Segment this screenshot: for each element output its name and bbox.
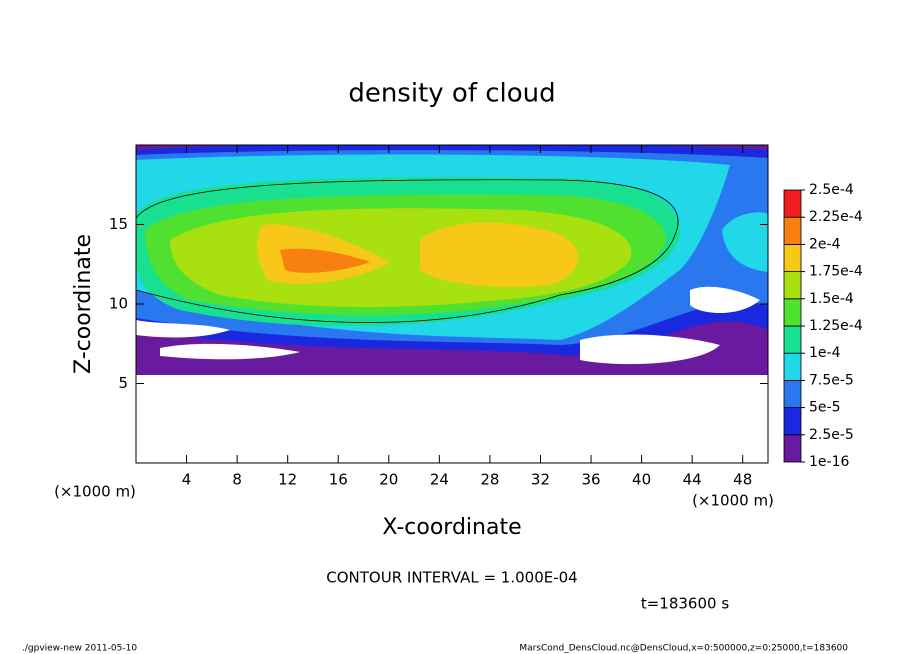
colorbar-box bbox=[783, 271, 802, 300]
x-tick-label: 36 bbox=[581, 471, 600, 489]
x-tick-label: 44 bbox=[683, 471, 702, 489]
colorbar-box bbox=[783, 434, 802, 463]
colorbar-label: 1.5e-4 bbox=[809, 291, 854, 307]
colorbar-box bbox=[783, 379, 802, 408]
x-tick-label: 28 bbox=[480, 471, 499, 489]
gap bbox=[690, 286, 760, 314]
time-label: t=183600 s bbox=[641, 595, 729, 613]
colorbar-label: 1.25e-4 bbox=[809, 318, 863, 334]
colorbar-label: 2e-4 bbox=[809, 236, 841, 252]
colorbar-box bbox=[783, 325, 802, 354]
x-tick-label: 8 bbox=[232, 471, 242, 489]
colorbar-box bbox=[783, 216, 802, 245]
gap bbox=[136, 320, 230, 338]
colorbar-label: 2.25e-4 bbox=[809, 209, 863, 225]
colorbar-box bbox=[783, 243, 802, 272]
y-tick-label: 10 bbox=[109, 295, 128, 313]
colorbar-label: 2.5e-5 bbox=[809, 427, 854, 443]
gap bbox=[580, 334, 720, 365]
x-tick-label: 40 bbox=[632, 471, 651, 489]
contour-line bbox=[136, 179, 679, 323]
x-tick-label: 32 bbox=[531, 471, 550, 489]
x-tick-label: 24 bbox=[430, 471, 449, 489]
contour-fill bbox=[280, 248, 370, 273]
x-tick-label: 16 bbox=[329, 471, 348, 489]
x-tick-label: 20 bbox=[379, 471, 398, 489]
field bbox=[136, 145, 768, 375]
contour-interval: CONTOUR INTERVAL = 1.000E-04 bbox=[326, 569, 577, 587]
x-tick-label: 12 bbox=[278, 471, 297, 489]
colorbar-label: 1e-16 bbox=[809, 454, 849, 470]
footer-left: ./gpview-new 2011-05-10 bbox=[22, 644, 137, 654]
colorbar-box bbox=[783, 407, 802, 436]
x-unit-label: (×1000 m) bbox=[692, 492, 774, 510]
x-unit-label: (×1000 m) bbox=[54, 483, 136, 501]
chart-title: density of cloud bbox=[348, 79, 555, 109]
y-tick-label: 5 bbox=[118, 374, 128, 392]
y-tick-label: 15 bbox=[109, 215, 128, 233]
x-tick-label: 48 bbox=[733, 471, 752, 489]
footer-right: MarsCond_DensCloud.nc@DensCloud,x=0:5000… bbox=[519, 644, 848, 654]
colorbar-box bbox=[783, 298, 802, 327]
contour-fill bbox=[257, 222, 579, 287]
y-axis-label: Z-coordinate bbox=[71, 234, 96, 374]
colorbar-label: 1e-4 bbox=[809, 345, 841, 361]
colorbar-label: 7.5e-5 bbox=[809, 372, 854, 388]
colorbar-box bbox=[783, 189, 802, 218]
colorbar-label: 5e-5 bbox=[809, 400, 840, 416]
contour-fill bbox=[722, 212, 768, 272]
x-axis-label: X-coordinate bbox=[382, 515, 521, 540]
gap bbox=[160, 343, 300, 360]
colorbar-label: 2.5e-4 bbox=[809, 182, 854, 198]
x-tick-label: 4 bbox=[182, 471, 192, 489]
colorbar-label: 1.75e-4 bbox=[809, 264, 863, 280]
colorbar-box bbox=[783, 352, 802, 381]
